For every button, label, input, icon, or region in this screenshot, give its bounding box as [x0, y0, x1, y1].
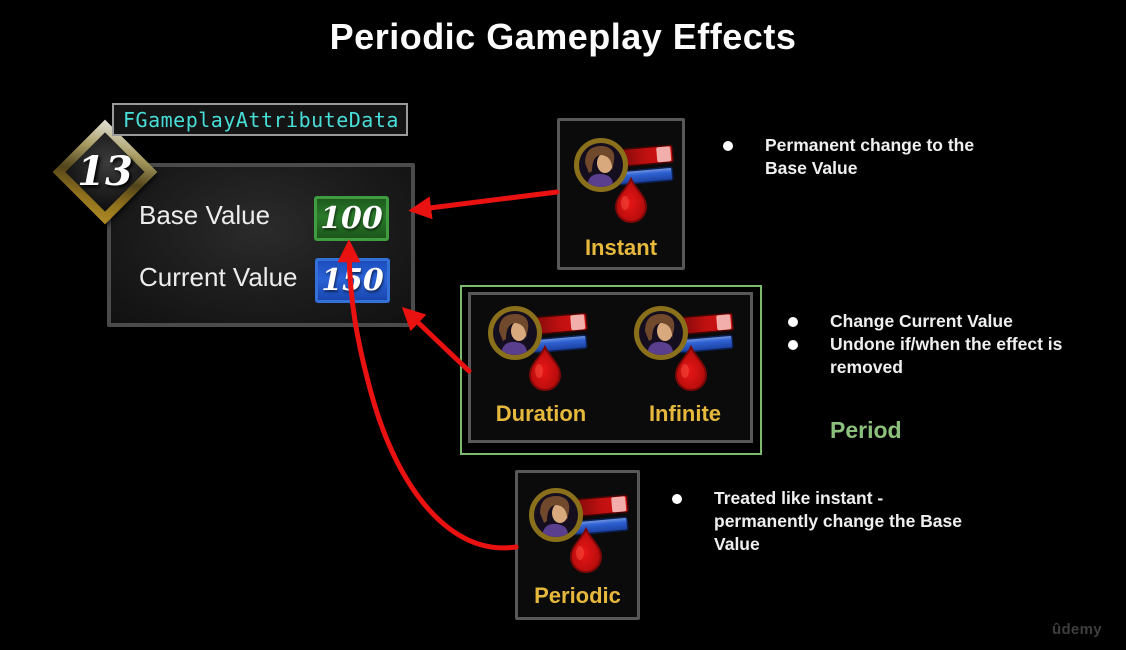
struct-label-box: FGameplayAttributeData	[112, 103, 408, 136]
note-line: removed	[830, 357, 903, 377]
health-effect-icon	[481, 297, 593, 401]
period-label: Period	[830, 417, 902, 443]
page-title: Periodic Gameplay Effects	[329, 16, 797, 57]
lesson-number: 13	[77, 148, 133, 195]
bullet-dot	[788, 317, 798, 327]
note-duration-infinite: Change Current Value Undone if/when the …	[788, 310, 1062, 379]
lesson-badge: 13	[52, 119, 158, 225]
bullet-item: Treated like instant - permanently chang…	[672, 487, 962, 556]
note-periodic: Treated like instant - permanently chang…	[672, 487, 962, 556]
card-infinite-label: Infinite	[648, 401, 722, 426]
duration-infinite-box: Duration Infinite	[468, 292, 753, 443]
bullet-item: Permanent change to the Base Value	[723, 134, 974, 180]
note-line: Change Current Value	[830, 311, 1013, 331]
note-line: Treated like instant -	[714, 488, 884, 508]
card-periodic: Periodic	[515, 470, 640, 620]
udemy-logo: ûdemy	[1052, 621, 1102, 638]
arrow-instant-to-base-value	[408, 189, 560, 220]
note-text: Undone if/when the effect is removed	[830, 333, 1062, 379]
note-text: Treated like instant - permanently chang…	[714, 487, 962, 556]
current-value-label: Current Value	[139, 262, 298, 292]
note-line: Permanent change to the	[765, 135, 975, 155]
note-line: Value	[714, 534, 760, 554]
current-value: 150	[321, 263, 384, 298]
note-line: Base Value	[765, 158, 858, 178]
card-duration-label: Duration	[495, 401, 587, 426]
health-effect-icon	[522, 479, 634, 583]
note-text: Permanent change to the Base Value	[765, 134, 974, 180]
health-effect-icon	[627, 297, 739, 401]
base-value-label: Base Value	[139, 200, 271, 230]
note-line: permanently change the Base	[714, 511, 962, 531]
note-line: Undone if/when the effect is	[830, 334, 1063, 354]
struct-label: FGameplayAttributeData	[123, 107, 399, 132]
attribute-panel: Base Value 100 Current Value 150	[107, 163, 415, 327]
current-value-box: 150	[315, 258, 390, 303]
health-effect-icon	[567, 129, 679, 233]
card-instant: Instant	[557, 118, 685, 270]
card-instant-label: Instant	[584, 235, 658, 260]
bullet-item: Change Current Value	[788, 310, 1062, 333]
duration-infinite-group: Duration Infinite	[460, 285, 762, 455]
base-value-box: 100	[314, 196, 389, 241]
bullet-dot	[672, 494, 682, 504]
bullet-dot	[723, 141, 733, 151]
note-instant: Permanent change to the Base Value	[723, 134, 974, 180]
bullet-dot	[788, 340, 798, 350]
bullet-item: Undone if/when the effect is removed	[788, 333, 1062, 379]
card-periodic-label: Periodic	[534, 583, 621, 608]
note-text: Change Current Value	[830, 310, 1013, 333]
base-value: 100	[320, 201, 383, 236]
